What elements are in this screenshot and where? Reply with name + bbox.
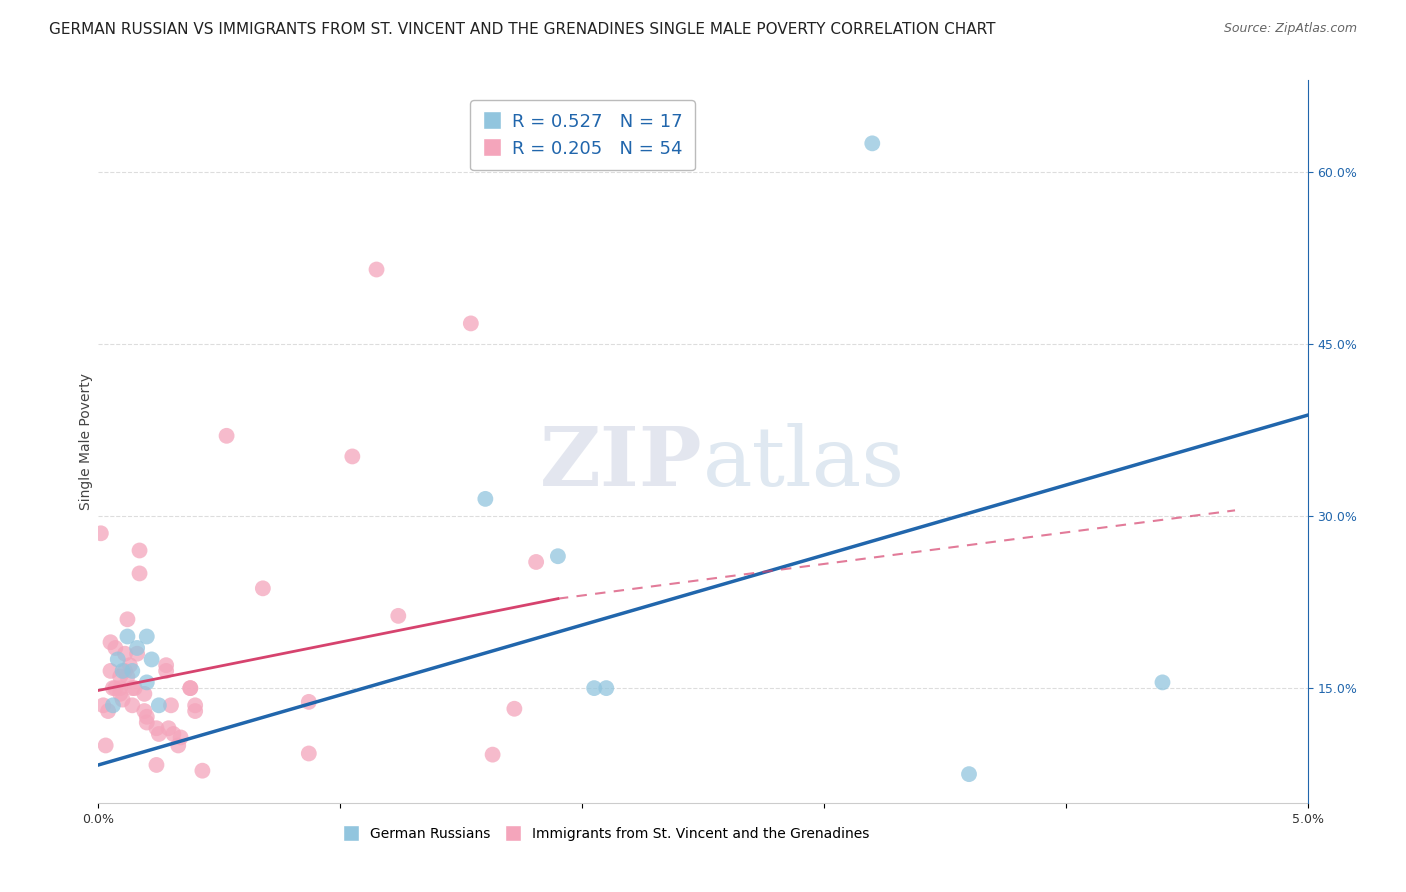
Point (135, 715, 157, 730)
Point (97, 704, 120, 718)
Point (94, 739, 117, 753)
Point (155, 664, 177, 678)
Point (117, 630, 139, 644)
Point (135, 675, 157, 690)
Point (121, 698, 143, 713)
Point (134, 704, 156, 718)
Legend: German Russians, Immigrants from St. Vincent and the Grenadines: German Russians, Immigrants from St. Vin… (337, 822, 876, 847)
Point (107, 652, 129, 666)
Point (167, 739, 190, 753)
Point (101, 698, 124, 713)
Point (100, 635, 122, 649)
Point (108, 681, 131, 695)
Point (141, 652, 163, 666)
Point (298, 747, 321, 761)
Point (127, 640, 149, 655)
Point (148, 698, 170, 713)
Point (117, 612, 139, 626)
Text: ZIP: ZIP (540, 423, 703, 503)
Point (148, 727, 170, 741)
Point (155, 658, 177, 673)
Point (474, 491, 496, 506)
Point (1152, 675, 1174, 690)
Point (114, 647, 136, 661)
Point (215, 429, 238, 443)
Point (118, 658, 141, 673)
Point (169, 731, 191, 745)
Point (100, 664, 122, 678)
Point (957, 767, 980, 781)
Point (127, 647, 149, 661)
Point (135, 710, 157, 724)
Point (101, 681, 124, 695)
Point (160, 698, 183, 713)
Point (184, 698, 207, 713)
Point (524, 555, 547, 569)
Point (179, 681, 201, 695)
Point (252, 582, 274, 596)
Point (145, 721, 167, 735)
Point (583, 681, 606, 695)
Point (342, 450, 364, 464)
Point (91, 698, 114, 713)
Point (191, 764, 214, 778)
Point (114, 664, 136, 678)
Point (595, 681, 617, 695)
Y-axis label: Single Male Poverty: Single Male Poverty (79, 373, 93, 510)
Point (387, 608, 409, 623)
Text: atlas: atlas (703, 423, 905, 503)
Point (104, 640, 127, 655)
Point (121, 681, 143, 695)
Point (117, 670, 139, 684)
Point (108, 687, 131, 701)
Point (145, 758, 167, 772)
Point (134, 687, 156, 701)
Point (184, 704, 207, 718)
Point (90, 526, 112, 541)
Point (366, 262, 388, 277)
Text: Source: ZipAtlas.com: Source: ZipAtlas.com (1223, 22, 1357, 36)
Point (104, 681, 127, 695)
Point (157, 721, 180, 735)
Point (547, 549, 569, 564)
Point (135, 630, 157, 644)
Point (111, 664, 134, 678)
Point (460, 317, 482, 331)
Point (108, 670, 131, 684)
Point (128, 566, 150, 581)
Point (128, 543, 150, 558)
Point (121, 664, 143, 678)
Point (481, 747, 503, 762)
Point (503, 702, 526, 716)
Point (860, 136, 883, 151)
Point (298, 695, 321, 709)
Text: GERMAN RUSSIAN VS IMMIGRANTS FROM ST. VINCENT AND THE GRENADINES SINGLE MALE POV: GERMAN RUSSIAN VS IMMIGRANTS FROM ST. VI… (49, 22, 995, 37)
Point (124, 681, 146, 695)
Point (162, 727, 184, 741)
Point (179, 681, 201, 695)
Point (111, 692, 134, 706)
